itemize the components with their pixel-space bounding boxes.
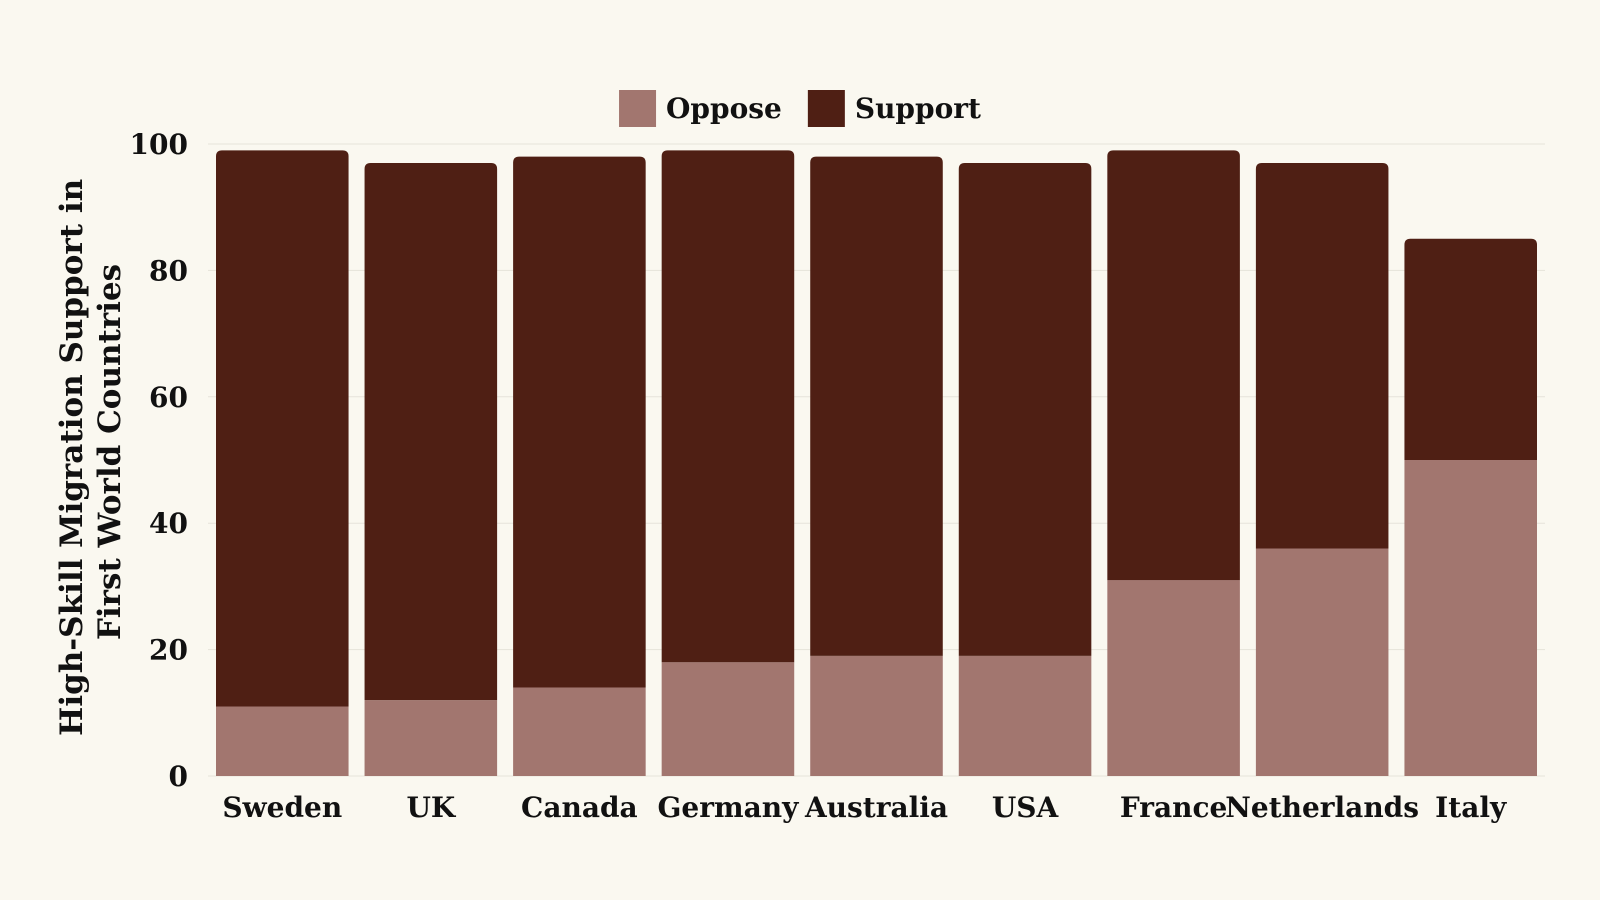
x-axis-labels: Sweden UK Canada Germany Australia USA FranceN… bbox=[222, 791, 1507, 824]
bar-segment-oppose bbox=[1107, 580, 1240, 776]
bar-segment-support bbox=[216, 150, 349, 707]
x-tick-label: UK bbox=[406, 791, 456, 824]
y-axis-title-line-1: High-Skill Migration Support in bbox=[54, 179, 90, 736]
bar-segment-support bbox=[810, 156, 943, 656]
legend: Oppose Support bbox=[619, 90, 981, 127]
bar-segment-support bbox=[1107, 150, 1240, 581]
x-tick-label: France bbox=[1120, 791, 1228, 824]
bar-segment-oppose bbox=[1255, 548, 1389, 776]
bar-segment-oppose bbox=[661, 662, 795, 776]
y-axis-ticks: 0 20 40 60 80 100 bbox=[130, 128, 188, 793]
legend-label-support: Support bbox=[855, 92, 981, 125]
y-tick-label: 60 bbox=[149, 381, 188, 414]
y-tick-label: 40 bbox=[149, 507, 188, 540]
y-axis-title-line-2: First World Countries bbox=[92, 264, 128, 640]
bars bbox=[216, 150, 1537, 776]
bar-segment-support bbox=[661, 150, 795, 663]
bar-segment-oppose bbox=[958, 655, 1092, 776]
bar-segment-oppose bbox=[1404, 460, 1537, 776]
x-tick-label: Germany bbox=[658, 791, 800, 824]
x-tick-label: Canada bbox=[521, 791, 638, 824]
x-tick-label: Australia bbox=[804, 791, 948, 824]
y-axis-title: High-Skill Migration Support in First Wo… bbox=[54, 168, 128, 736]
y-tick-label: 0 bbox=[169, 760, 188, 793]
legend-swatch-oppose bbox=[619, 90, 657, 127]
bar-segment-oppose bbox=[216, 706, 349, 776]
y-tick-label: 80 bbox=[149, 254, 188, 287]
bar-segment-oppose bbox=[513, 687, 646, 776]
bar-segment-support bbox=[1404, 238, 1537, 460]
bar-segment-oppose bbox=[810, 655, 943, 776]
bar-segment-oppose bbox=[364, 700, 498, 776]
y-tick-label: 20 bbox=[149, 634, 188, 667]
x-tick-label: Netherlands bbox=[1225, 791, 1419, 824]
x-tick-label: Italy bbox=[1435, 791, 1507, 824]
bar-segment-support bbox=[513, 156, 646, 688]
bar-segment-support bbox=[958, 162, 1092, 656]
x-tick-label: Sweden bbox=[222, 791, 342, 824]
bar-segment-support bbox=[1255, 162, 1389, 549]
bar-segment-support bbox=[364, 162, 498, 701]
legend-label-oppose: Oppose bbox=[666, 92, 782, 125]
legend-swatch-support bbox=[807, 90, 845, 127]
x-tick-label: USA bbox=[992, 791, 1060, 824]
y-tick-label: 100 bbox=[130, 128, 188, 161]
